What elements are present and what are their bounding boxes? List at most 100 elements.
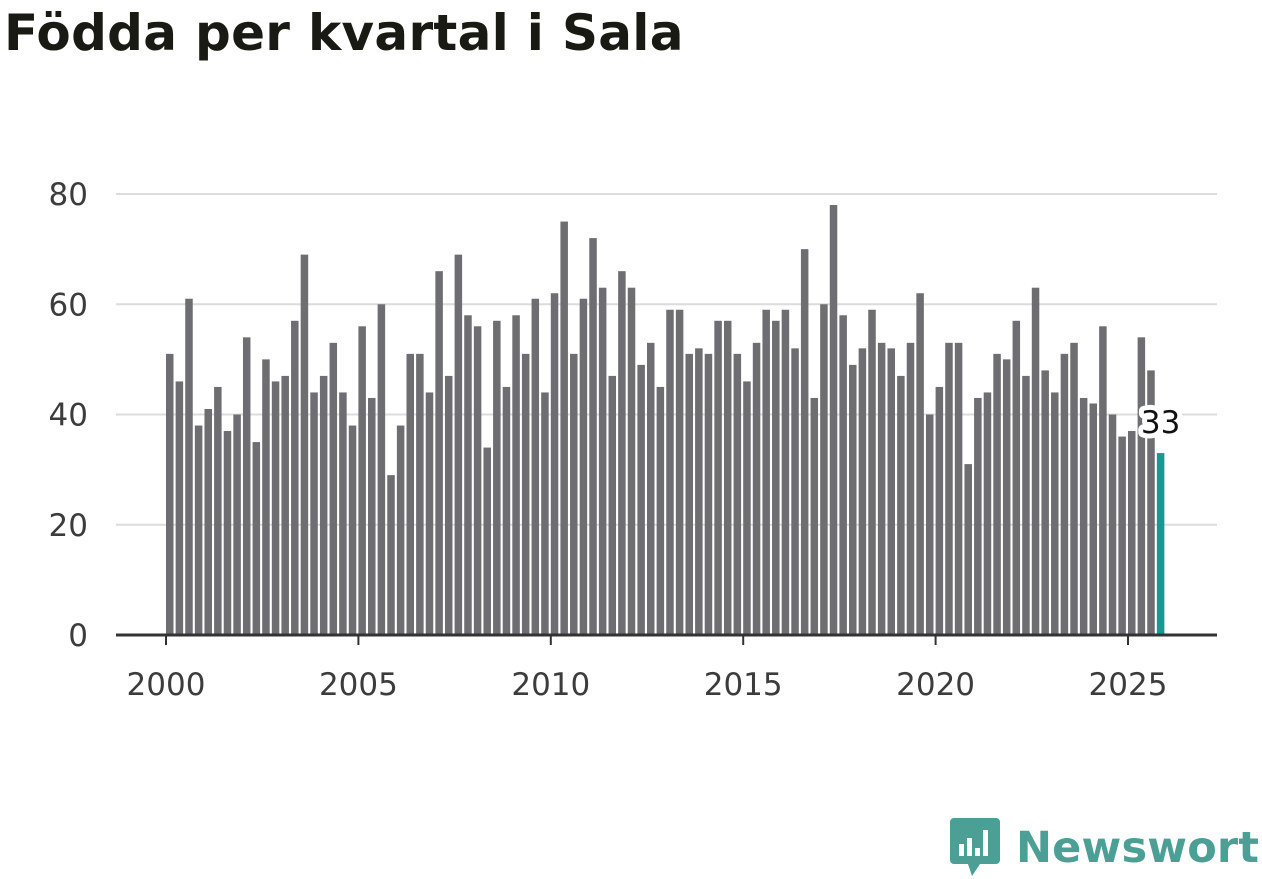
bar bbox=[1070, 342, 1078, 635]
bar bbox=[1108, 414, 1117, 635]
bar bbox=[521, 353, 530, 635]
bar bbox=[675, 309, 684, 635]
bar bbox=[473, 326, 482, 635]
bar bbox=[1031, 287, 1040, 635]
latest-value-label: 33 bbox=[1141, 405, 1180, 441]
bar bbox=[493, 320, 501, 635]
bar bbox=[839, 315, 847, 635]
bar bbox=[964, 464, 972, 635]
bar bbox=[829, 205, 838, 635]
bars bbox=[166, 205, 1165, 635]
x-tick-label: 2015 bbox=[704, 667, 783, 703]
bar bbox=[175, 381, 184, 635]
bar bbox=[858, 348, 867, 635]
labels: 0 20 40 60 80 2000 2005 2010 2015 2020 2025 33 bbox=[49, 177, 1186, 703]
bar bbox=[791, 348, 799, 635]
bar bbox=[271, 381, 280, 635]
bar bbox=[868, 309, 876, 635]
bar bbox=[291, 320, 299, 635]
bar bbox=[897, 375, 905, 635]
x-tick-label: 2000 bbox=[127, 667, 206, 703]
bar bbox=[723, 320, 732, 635]
logo-text: Newsworthy bbox=[1016, 823, 1262, 873]
bar bbox=[396, 425, 405, 635]
bar bbox=[925, 414, 934, 635]
bar bbox=[974, 397, 982, 635]
bar bbox=[1137, 337, 1146, 635]
bar bbox=[752, 342, 761, 635]
bar bbox=[300, 254, 309, 635]
bar bbox=[800, 249, 809, 635]
bar bbox=[233, 414, 241, 635]
bar bbox=[1128, 431, 1136, 635]
bar bbox=[743, 381, 751, 635]
bar bbox=[281, 375, 289, 635]
bar bbox=[627, 287, 636, 635]
bar bbox=[916, 293, 924, 635]
newsworthy-chat-chart-icon bbox=[950, 818, 1000, 876]
bar bbox=[252, 442, 261, 635]
bar bbox=[185, 298, 193, 635]
newsworthy-logo: Newsworthy bbox=[950, 818, 1262, 878]
bar bbox=[954, 342, 963, 635]
bar bbox=[1012, 320, 1021, 635]
bar bbox=[541, 392, 549, 635]
bar bbox=[608, 375, 617, 635]
bar bbox=[704, 353, 713, 635]
bar bbox=[656, 386, 665, 635]
bar bbox=[1079, 397, 1088, 635]
bar bbox=[550, 293, 559, 635]
y-tick-label: 60 bbox=[49, 287, 88, 323]
bar bbox=[579, 298, 588, 635]
bar bbox=[772, 320, 780, 635]
bar bbox=[820, 304, 828, 635]
bar bbox=[647, 342, 655, 635]
bar bbox=[339, 392, 347, 635]
bar-latest bbox=[1156, 453, 1165, 635]
bar bbox=[310, 392, 318, 635]
bar bbox=[319, 375, 328, 635]
bar bbox=[877, 342, 886, 635]
bar bbox=[1002, 359, 1011, 635]
bar bbox=[983, 392, 992, 635]
bar bbox=[368, 397, 376, 635]
axes bbox=[116, 633, 1217, 645]
bar bbox=[502, 386, 511, 635]
bar bbox=[166, 353, 174, 635]
bar bbox=[425, 392, 434, 635]
bar bbox=[589, 238, 597, 635]
bar bbox=[1022, 375, 1030, 635]
bar bbox=[204, 408, 212, 635]
bar bbox=[242, 337, 251, 635]
bar bbox=[781, 309, 790, 635]
bar bbox=[849, 364, 857, 635]
bar bbox=[1099, 326, 1107, 635]
bar bbox=[887, 348, 896, 635]
bar bbox=[695, 348, 703, 635]
bar bbox=[618, 271, 626, 635]
bar bbox=[762, 309, 770, 635]
bar-chart: 0 20 40 60 80 2000 2005 2010 2015 2020 2025 33 bbox=[49, 177, 1217, 703]
bar bbox=[512, 315, 520, 635]
bar bbox=[348, 425, 357, 635]
bar bbox=[483, 447, 491, 635]
bar bbox=[387, 475, 395, 635]
bar bbox=[223, 431, 232, 635]
bar bbox=[685, 353, 693, 635]
y-tick-label: 80 bbox=[49, 177, 88, 213]
x-tick-label: 2020 bbox=[896, 667, 975, 703]
bar bbox=[666, 309, 674, 635]
bar bbox=[993, 353, 1001, 635]
bar bbox=[1147, 370, 1155, 635]
bar bbox=[454, 254, 463, 635]
bar bbox=[194, 425, 203, 635]
x-tick-label: 2010 bbox=[511, 667, 590, 703]
bar bbox=[1089, 403, 1098, 635]
bar bbox=[214, 386, 222, 635]
bar bbox=[570, 353, 578, 635]
bar bbox=[1118, 436, 1126, 635]
bar bbox=[906, 342, 915, 635]
bar bbox=[262, 359, 270, 635]
bar bbox=[637, 364, 645, 635]
chart-title: Födda per kvartal i Sala bbox=[4, 4, 684, 62]
